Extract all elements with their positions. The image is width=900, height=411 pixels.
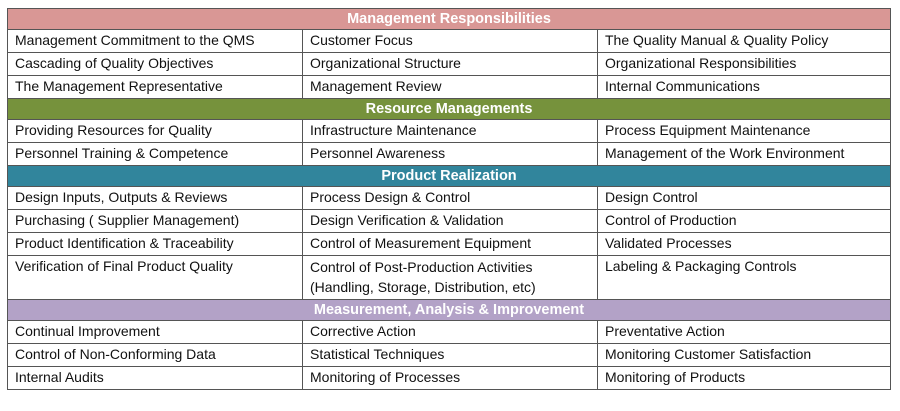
table-row: Product Identification & Traceability Co… (7, 232, 891, 256)
table-row: The Management Representative Management… (7, 75, 891, 99)
table-cell: Infrastructure Maintenance (302, 119, 598, 143)
table-cell: The Management Representative (7, 75, 303, 99)
table-cell: Cascading of Quality Objectives (7, 52, 303, 76)
section-header-resource: Resource Managements (7, 98, 891, 120)
table-cell: Internal Audits (7, 366, 303, 390)
table-row: Cascading of Quality Objectives Organiza… (7, 52, 891, 76)
table-row: Continual Improvement Corrective Action … (7, 320, 891, 344)
qms-elements-table: Management Responsibilities Management C… (7, 8, 891, 390)
table-cell: Monitoring Customer Satisfaction (597, 343, 891, 367)
table-cell: Management of the Work Environment (597, 142, 891, 166)
table-cell: Statistical Techniques (302, 343, 598, 367)
table-cell: Design Verification & Validation (302, 209, 598, 233)
table-cell: Purchasing ( Supplier Management) (7, 209, 303, 233)
qms-table-container: Management Responsibilities Management C… (7, 8, 891, 390)
table-cell: Customer Focus (302, 29, 598, 53)
table-cell: Monitoring of Processes (302, 366, 598, 390)
table-cell: Management Commitment to the QMS (7, 29, 303, 53)
table-cell: Organizational Structure (302, 52, 598, 76)
table-cell: Preventative Action (597, 320, 891, 344)
table-row: Management Commitment to the QMS Custome… (7, 29, 891, 53)
table-cell: Monitoring of Products (597, 366, 891, 390)
table-cell: Continual Improvement (7, 320, 303, 344)
table-row: Verification of Final Product Quality Co… (7, 255, 891, 300)
table-cell: Process Equipment Maintenance (597, 119, 891, 143)
table-row: Internal Audits Monitoring of Processes … (7, 366, 891, 390)
table-cell: Management Review (302, 75, 598, 99)
table-cell: Verification of Final Product Quality (7, 255, 303, 300)
table-cell: Providing Resources for Quality (7, 119, 303, 143)
table-cell: Product Identification & Traceability (7, 232, 303, 256)
section-header-row: Product Realization (7, 165, 891, 187)
table-cell: The Quality Manual & Quality Policy (597, 29, 891, 53)
table-cell: Control of Measurement Equipment (302, 232, 598, 256)
table-cell: Control of Production (597, 209, 891, 233)
table-row: Purchasing ( Supplier Management) Design… (7, 209, 891, 233)
section-header-product: Product Realization (7, 165, 891, 187)
table-cell: Design Inputs, Outputs & Reviews (7, 186, 303, 210)
table-cell: Organizational Responsibilities (597, 52, 891, 76)
table-cell: Personnel Training & Competence (7, 142, 303, 166)
table-row: Design Inputs, Outputs & Reviews Process… (7, 186, 891, 210)
section-header-row: Resource Managements (7, 98, 891, 120)
table-cell: Labeling & Packaging Controls (597, 255, 891, 300)
section-header-row: Measurement, Analysis & Improvement (7, 299, 891, 321)
table-cell: Validated Processes (597, 232, 891, 256)
section-header-management: Management Responsibilities (7, 8, 891, 30)
table-cell: Corrective Action (302, 320, 598, 344)
section-header-measurement: Measurement, Analysis & Improvement (7, 299, 891, 321)
table-cell: Control of Post-Production Activities (H… (302, 255, 598, 300)
table-row: Providing Resources for Quality Infrastr… (7, 119, 891, 143)
table-cell: Control of Non-Conforming Data (7, 343, 303, 367)
table-row: Control of Non-Conforming Data Statistic… (7, 343, 891, 367)
table-cell: Process Design & Control (302, 186, 598, 210)
table-cell: Personnel Awareness (302, 142, 598, 166)
table-row: Personnel Training & Competence Personne… (7, 142, 891, 166)
table-cell: Internal Communications (597, 75, 891, 99)
table-cell: Design Control (597, 186, 891, 210)
section-header-row: Management Responsibilities (7, 8, 891, 30)
